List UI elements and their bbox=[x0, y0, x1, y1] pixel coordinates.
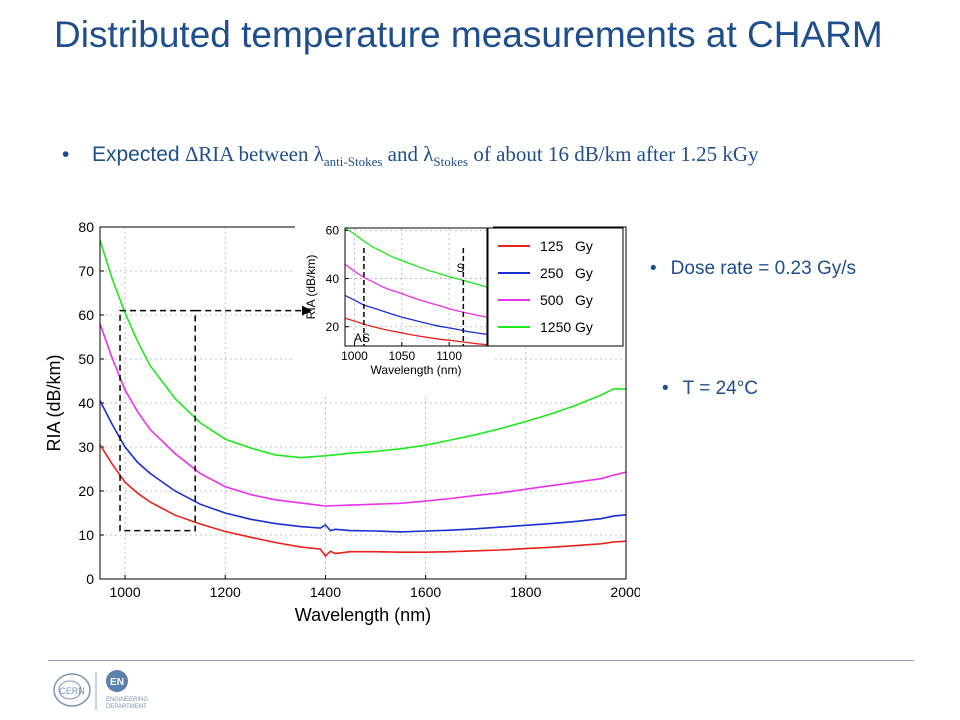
main-x-tick-label: 1000 bbox=[109, 584, 140, 600]
inset-background bbox=[345, 228, 487, 346]
main-series-line-0 bbox=[99, 444, 627, 558]
inset-y-axis-label: RIA (dB/km) bbox=[304, 255, 318, 320]
main-y-tick-label: 20 bbox=[78, 483, 94, 499]
inset-frame bbox=[344, 227, 488, 347]
en-department-logo-icon: EN ENGINEERING DEPARTMENT bbox=[106, 670, 148, 710]
bullet-dot: • bbox=[650, 258, 657, 279]
bullet-and: and λ bbox=[382, 142, 434, 166]
main-x-tick-label: 2000 bbox=[610, 584, 640, 600]
bullet-dot: • bbox=[62, 143, 70, 166]
bullet-sub-stokes: Stokes bbox=[433, 154, 469, 170]
inset-x-tick-label: 1050 bbox=[388, 349, 415, 363]
inset-x-tick-label: 1000 bbox=[341, 349, 368, 363]
temperature-bullet: • T = 24°C bbox=[662, 378, 758, 400]
main-y-tick-label: 0 bbox=[86, 571, 94, 587]
main-y-axis-label: RIA (dB/km) bbox=[44, 354, 64, 451]
inset-plot: 1000 1050 1100 20 40 60 Wavelength (nm) RIA (dB… bbox=[304, 224, 488, 377]
main-y-tick-label: 10 bbox=[78, 527, 94, 543]
main-series-line-2 bbox=[99, 323, 627, 507]
footer-divider bbox=[48, 660, 914, 661]
dose-rate-text: Dose rate = 0.23 Gy/s bbox=[670, 258, 856, 279]
bullet-delta: ∆RIA between λ bbox=[185, 142, 324, 166]
bullet-dot: • bbox=[662, 378, 669, 399]
main-y-tick-label: 40 bbox=[78, 395, 94, 411]
bullet-text: Expected ∆RIA between λanti-Stokes and λ… bbox=[92, 140, 902, 176]
main-series-line-1 bbox=[99, 400, 627, 533]
footer-logos: CERN EN ENGINEERING DEPARTMENT bbox=[53, 670, 148, 710]
temperature-text: T = 24°C bbox=[682, 378, 759, 399]
zoom-region-box bbox=[119, 309, 196, 532]
main-y-tick-label: 50 bbox=[78, 351, 94, 367]
dept-line1: ENGINEERING bbox=[106, 697, 148, 703]
main-series-line-3 bbox=[99, 239, 626, 459]
cern-logo-text: CERN bbox=[59, 686, 85, 696]
inset-x-tick-label: 1100 bbox=[436, 349, 462, 363]
legend-label-0: 125 Gy bbox=[540, 238, 593, 254]
main-y-tick-label: 80 bbox=[78, 219, 94, 235]
legend-label-2: 500 Gy bbox=[540, 292, 593, 308]
inset-annotation-label: S bbox=[456, 261, 464, 275]
inset-x-axis-label: Wavelength (nm) bbox=[371, 363, 462, 377]
main-x-tick-label: 1600 bbox=[410, 584, 441, 600]
cern-logo-icon: CERN bbox=[53, 673, 91, 707]
legend-label-1: 250 Gy bbox=[540, 265, 593, 281]
main-y-tick-label: 60 bbox=[78, 307, 94, 323]
inset-y-tick-label: 40 bbox=[326, 272, 340, 286]
main-x-tick-label: 1800 bbox=[510, 584, 541, 600]
main-y-tick-label: 70 bbox=[78, 263, 94, 279]
inset-annotation-label: AS bbox=[354, 331, 370, 345]
dose-rate-bullet: • Dose rate = 0.23 Gy/s bbox=[650, 258, 856, 280]
legend-label-3: 1250 Gy bbox=[540, 319, 593, 335]
main-x-axis-label: Wavelength (nm) bbox=[295, 605, 431, 625]
legend: 125 Gy 250 Gy 500 Gy 1250 Gy bbox=[487, 227, 624, 347]
ria-chart: 1000 1200 1400 1600 1800 2000 0 10 20 30 40 50 60 70 8… bbox=[44, 219, 640, 625]
inset-y-tick-label: 20 bbox=[326, 320, 340, 334]
bullet-expected: Expected bbox=[92, 143, 180, 166]
zoom-arrow-head bbox=[302, 305, 312, 316]
bullet-rest: of about 16 dB/km after 1.25 kGy bbox=[468, 142, 759, 166]
page-title: Distributed temperature measurements at … bbox=[54, 14, 883, 55]
bullet-sub-anti: anti-Stokes bbox=[323, 154, 383, 170]
main-x-tick-label: 1400 bbox=[310, 584, 341, 600]
main-y-tick-label: 30 bbox=[78, 439, 94, 455]
main-x-tick-label: 1200 bbox=[210, 584, 241, 600]
inset-series-line-0 bbox=[344, 317, 488, 346]
dept-line2: DEPARTMENT bbox=[106, 704, 147, 710]
inset-y-tick-label: 60 bbox=[326, 224, 340, 238]
en-logo-text: EN bbox=[110, 677, 124, 688]
